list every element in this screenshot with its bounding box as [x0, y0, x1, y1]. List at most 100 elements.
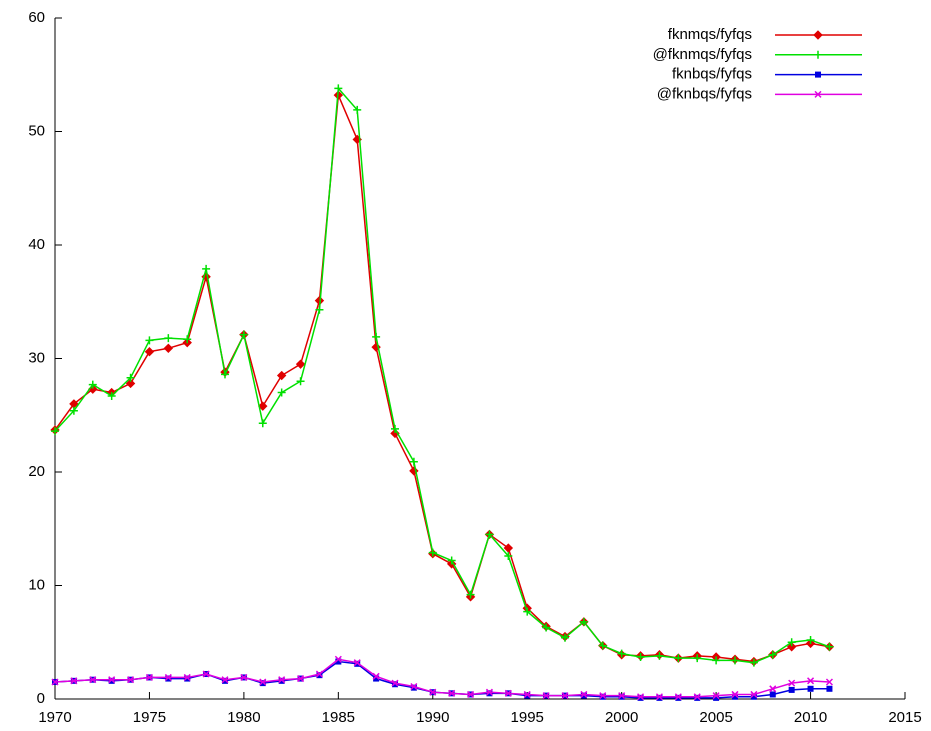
- data-point: [277, 388, 286, 397]
- data-point: [69, 406, 78, 415]
- data-point: [295, 359, 306, 369]
- legend-marker: [814, 90, 822, 98]
- data-point: [769, 691, 776, 698]
- data-point: [391, 679, 399, 687]
- data-point: [637, 694, 644, 701]
- legend-marker: [814, 50, 822, 59]
- data-point: [693, 693, 701, 701]
- data-point: [89, 676, 97, 684]
- data-point: [144, 346, 155, 357]
- data-point: [599, 693, 606, 700]
- data-point: [221, 676, 229, 684]
- x-tick-label: 1970: [38, 709, 71, 726]
- data-point: [485, 688, 493, 696]
- data-point: [825, 642, 834, 651]
- legend-label: @fknbqs/fyfqs: [657, 85, 752, 102]
- y-tick-label: 60: [28, 9, 45, 26]
- data-point: [145, 336, 154, 345]
- x-tick-label: 2005: [699, 709, 732, 726]
- data-point: [598, 641, 607, 650]
- data-point: [542, 692, 550, 700]
- data-point: [693, 654, 702, 663]
- data-point: [788, 686, 795, 693]
- data-point: [675, 694, 682, 701]
- data-point: [296, 377, 305, 386]
- data-point: [258, 401, 268, 411]
- y-tick-label: 40: [28, 236, 45, 253]
- legend-marker: [815, 71, 821, 78]
- data-point: [466, 590, 475, 599]
- data-point: [410, 684, 417, 691]
- data-point: [732, 693, 738, 700]
- data-point: [108, 677, 115, 684]
- data-point: [372, 332, 381, 341]
- data-point: [353, 659, 361, 667]
- y-tick-label: 30: [28, 349, 45, 366]
- data-point: [769, 685, 777, 693]
- y-tick-label: 50: [28, 122, 45, 139]
- data-point: [656, 694, 663, 701]
- data-point: [655, 651, 664, 660]
- data-point: [222, 677, 228, 684]
- data-point: [183, 335, 192, 344]
- series-line: [54, 658, 830, 698]
- data-point: [315, 305, 324, 314]
- data-point: [184, 675, 191, 682]
- data-point: [51, 427, 59, 436]
- data-point: [580, 690, 588, 698]
- data-point: [787, 638, 796, 647]
- data-point: [353, 105, 362, 114]
- data-point: [636, 653, 645, 662]
- data-point: [467, 690, 475, 698]
- data-point: [164, 673, 172, 681]
- data-point: [278, 676, 286, 684]
- data-point: [579, 617, 588, 626]
- data-point: [276, 370, 287, 381]
- data-point: [599, 692, 607, 700]
- data-point: [125, 378, 136, 389]
- data-point: [807, 677, 815, 685]
- legend-label: fknbqs/fyfqs: [672, 66, 752, 83]
- data-point: [713, 694, 720, 701]
- data-point: [485, 530, 494, 539]
- data-point: [409, 457, 418, 466]
- data-point: [164, 334, 173, 343]
- data-point: [429, 688, 437, 696]
- data-point: [806, 635, 815, 644]
- x-tick-label: 1985: [322, 709, 355, 726]
- data-point: [239, 330, 248, 339]
- data-point: [335, 658, 342, 665]
- data-point: [163, 343, 174, 353]
- data-point: [88, 380, 97, 389]
- legend-label: fknmqs/fyfqs: [668, 26, 752, 43]
- data-point: [561, 692, 569, 700]
- data-point: [731, 690, 739, 698]
- data-point: [749, 658, 758, 667]
- series-line: [54, 86, 830, 664]
- data-point: [334, 655, 342, 663]
- data-point: [391, 424, 399, 433]
- data-point: [258, 419, 267, 428]
- x-tick-label: 1990: [416, 709, 449, 726]
- data-point: [807, 685, 814, 692]
- data-point: [354, 660, 361, 667]
- data-point: [202, 670, 210, 678]
- data-point: [145, 673, 153, 681]
- data-point: [523, 690, 531, 698]
- data-point: [731, 656, 739, 665]
- data-point: [126, 373, 135, 382]
- data-point: [637, 693, 645, 701]
- y-tick-label: 20: [28, 463, 45, 480]
- data-point: [334, 84, 343, 93]
- data-point: [428, 548, 437, 557]
- data-point: [392, 681, 398, 688]
- legend-label: @fknmqs/fyfqs: [653, 46, 752, 63]
- data-point: [786, 642, 797, 652]
- data-point: [655, 693, 663, 701]
- data-point: [694, 694, 701, 701]
- data-point: [618, 693, 625, 700]
- data-point: [240, 673, 248, 681]
- data-point: [674, 654, 683, 663]
- data-point: [750, 690, 758, 698]
